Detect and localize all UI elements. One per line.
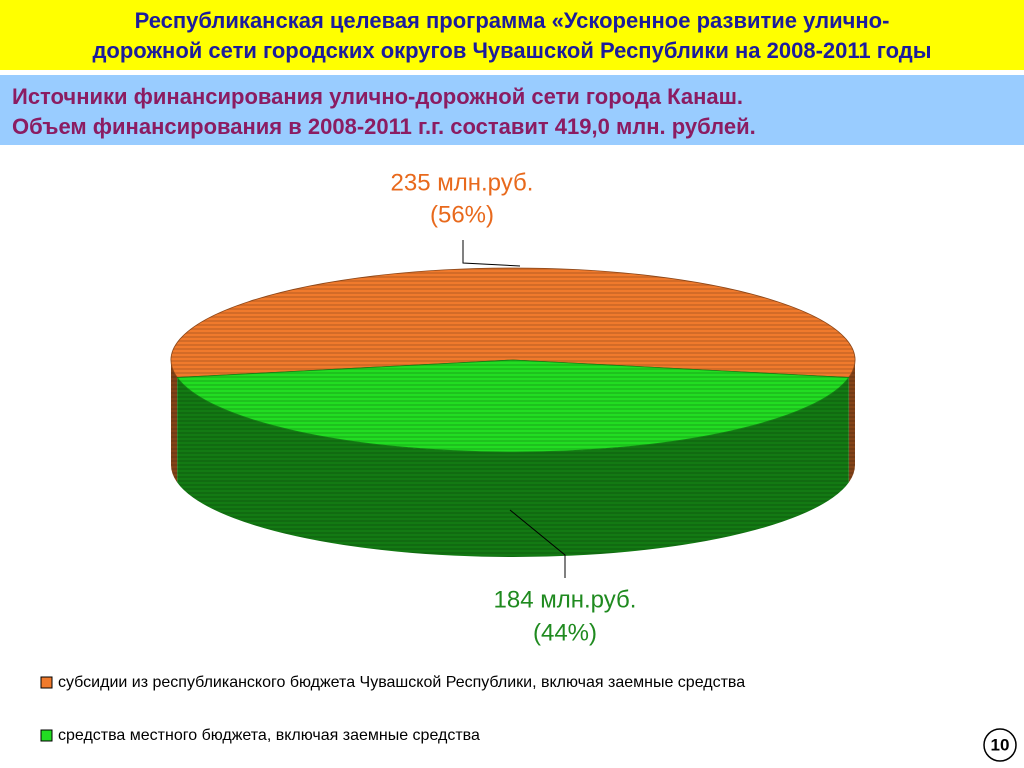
title-band (0, 0, 1024, 70)
pie (170, 267, 856, 557)
page-number-circle (983, 728, 1017, 762)
legend-swatch (40, 729, 53, 742)
percent-label: (44%) (533, 619, 597, 646)
subtitle-band (0, 75, 1024, 145)
slice-texture (177, 360, 849, 452)
data-label: 235 млн.руб. (391, 169, 534, 196)
subtitle-line: Объем финансирования в 2008-2011 г.г. со… (12, 114, 756, 139)
leader-line (462, 240, 521, 267)
legend-label: субсидии из республиканского бюджета Чув… (58, 674, 745, 691)
legend-label: средства местного бюджета, включая заемн… (58, 727, 480, 744)
percent-label: (56%) (430, 201, 494, 228)
data-label: 184 млн.руб. (494, 586, 637, 613)
slice-side-texture (171, 360, 178, 483)
page-number: 10 (991, 735, 1010, 754)
legend-swatch (40, 676, 53, 689)
subtitle-line: Источники финансирования улично-дорожной… (12, 84, 743, 109)
slice-texture (171, 268, 855, 378)
slice-side-texture (848, 360, 855, 483)
title-line: Республиканская целевая программа «Ускор… (135, 8, 890, 33)
slice-side-texture (177, 377, 849, 557)
title-line: дорожной сети городских округов Чувашско… (92, 38, 931, 63)
leader-line (509, 509, 566, 578)
